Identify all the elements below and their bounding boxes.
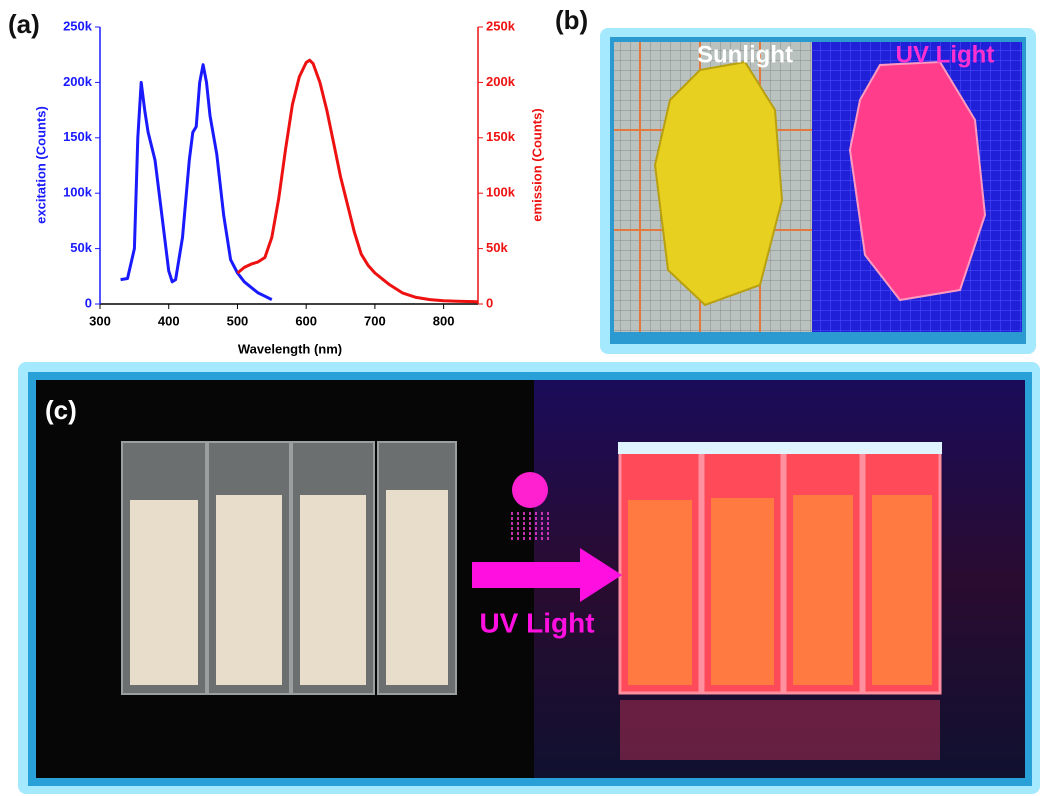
x-tick-label: 600 bbox=[295, 313, 317, 328]
x-axis-title: Wavelength (nm) bbox=[238, 341, 342, 356]
y2-tick-label: 250k bbox=[486, 18, 516, 33]
y-tick-label: 150k bbox=[63, 129, 93, 144]
x-tick-label: 700 bbox=[364, 313, 386, 328]
panel-label: (a) bbox=[8, 9, 40, 39]
photo-c: UV Light (c) bbox=[18, 362, 1040, 794]
y2-tick-label: 200k bbox=[486, 74, 516, 89]
figure: (a) (b) Sunlight UV Light bbox=[0, 0, 1041, 796]
x-tick-label: 800 bbox=[433, 313, 455, 328]
photo-b: Sunlight UV Light bbox=[600, 28, 1036, 354]
panel-label: (b) bbox=[555, 5, 588, 35]
photo-label: UV Light bbox=[896, 41, 995, 68]
y-tick-label: 200k bbox=[63, 74, 93, 89]
y-tick-label: 250k bbox=[63, 18, 93, 33]
x-tick-label: 300 bbox=[89, 313, 111, 328]
series-line bbox=[238, 60, 479, 302]
y-tick-label: 50k bbox=[70, 240, 92, 255]
y2-tick-label: 100k bbox=[486, 185, 516, 200]
panel-label: (c) bbox=[45, 395, 77, 425]
y-tick-label: 100k bbox=[63, 185, 93, 200]
x-tick-label: 400 bbox=[158, 313, 180, 328]
y-axis-title: excitation (Counts) bbox=[33, 106, 48, 224]
arrow-label: UV Light bbox=[479, 607, 594, 638]
x-tick-label: 500 bbox=[227, 313, 249, 328]
y2-tick-label: 0 bbox=[486, 295, 493, 310]
y-tick-label: 0 bbox=[85, 295, 92, 310]
y2-tick-label: 50k bbox=[486, 240, 508, 255]
y2-tick-label: 150k bbox=[486, 129, 516, 144]
y2-axis-title: emission (Counts) bbox=[529, 108, 544, 221]
photo-label: Sunlight bbox=[697, 41, 793, 68]
